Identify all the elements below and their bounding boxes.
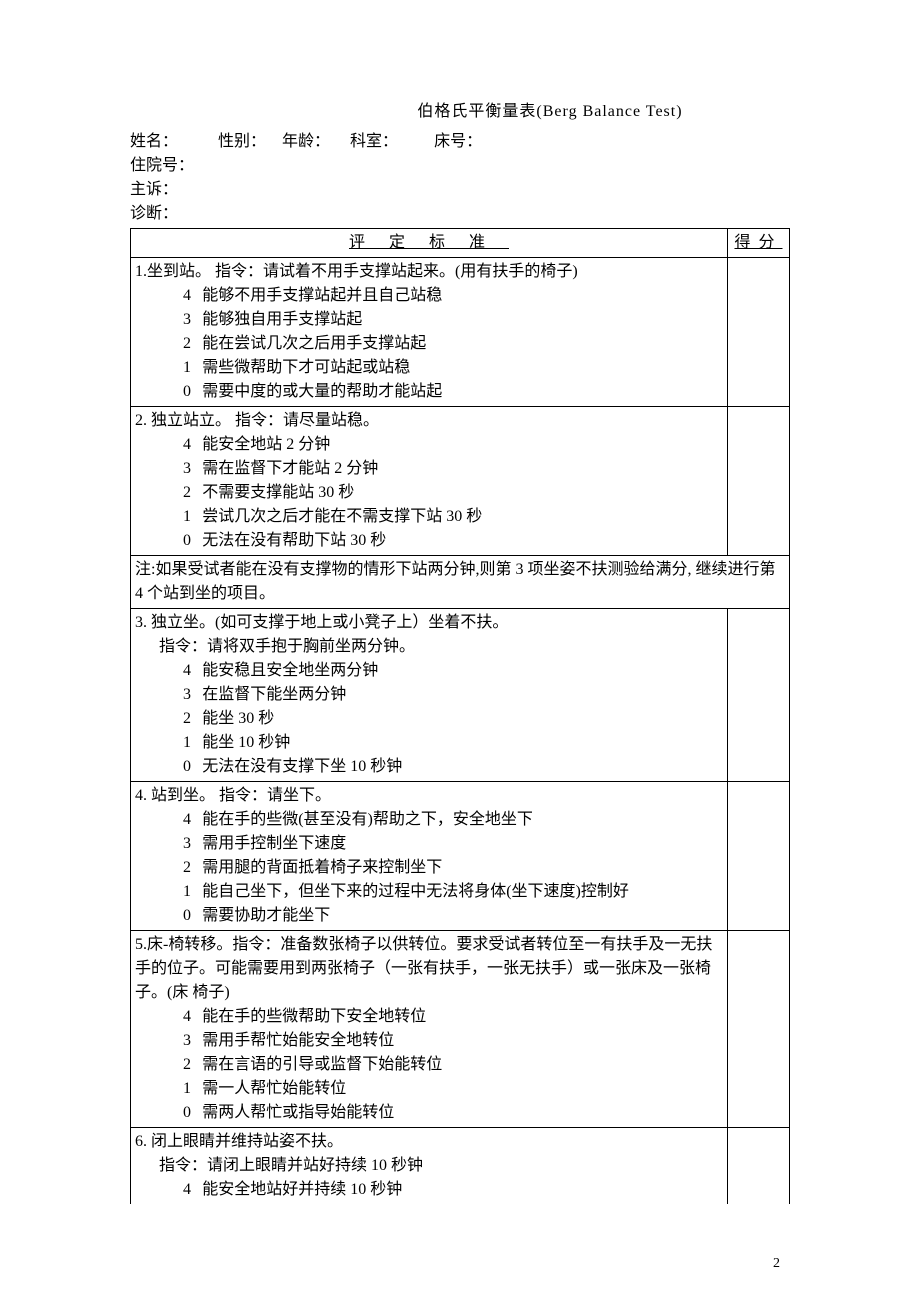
score-cell[interactable] <box>728 407 790 556</box>
score-cell[interactable] <box>728 1128 790 1205</box>
admission-label: 住院号： <box>130 154 790 178</box>
diagnosis-label: 诊断： <box>130 202 790 226</box>
age-label: 年龄： <box>282 130 350 154</box>
score-cell[interactable] <box>728 258 790 407</box>
document-title: 伯格氏平衡量表(Berg Balance Test) <box>310 100 790 124</box>
table-row: 1.坐到站。 指令：请试着不用手支撑站起来。(用有扶手的椅子) 4能够不用手支撑… <box>131 258 790 407</box>
dept-label: 科室： <box>350 130 434 154</box>
criteria-cell: 5.床-椅转移。指令：准备数张椅子以供转位。要求受试者转位至一有扶手及一无扶手的… <box>131 931 728 1128</box>
page-number: 2 <box>773 1253 780 1274</box>
table-row: 2. 独立站立。 指令：请尽量站稳。 4能安全地站 2 分钟 3需在监督下才能站… <box>131 407 790 556</box>
header-fields: 姓名： 性别： 年龄： 科室： 床号： 住院号： 主诉： 诊断： <box>130 130 790 226</box>
chief-complaint-label: 主诉： <box>130 178 790 202</box>
note-row: 注:如果受试者能在没有支撑物的情形下站两分钟,则第 3 项坐姿不扶测验给满分, … <box>131 556 790 609</box>
table-row: 3. 独立坐。(如可支撑于地上或小凳子上）坐着不扶。 指令：请将双手抱于胸前坐两… <box>131 609 790 782</box>
criteria-cell: 3. 独立坐。(如可支撑于地上或小凳子上）坐着不扶。 指令：请将双手抱于胸前坐两… <box>131 609 728 782</box>
criteria-cell: 4. 站到坐。 指令：请坐下。 4能在手的些微(甚至没有)帮助之下，安全地坐下 … <box>131 782 728 931</box>
name-label: 姓名： <box>130 130 218 154</box>
table-row: 6. 闭上眼睛并维持站姿不扶。 指令：请闭上眼睛并站好持续 10 秒钟 4能安全… <box>131 1128 790 1205</box>
score-header: 得分 <box>728 229 790 258</box>
bed-label: 床号： <box>434 130 482 154</box>
score-cell[interactable] <box>728 609 790 782</box>
page: 伯格氏平衡量表(Berg Balance Test) 姓名： 性别： 年龄： 科… <box>0 0 920 1302</box>
score-cell[interactable] <box>728 782 790 931</box>
table-row: 5.床-椅转移。指令：准备数张椅子以供转位。要求受试者转位至一有扶手及一无扶手的… <box>131 931 790 1128</box>
criteria-cell: 6. 闭上眼睛并维持站姿不扶。 指令：请闭上眼睛并站好持续 10 秒钟 4能安全… <box>131 1128 728 1205</box>
criteria-cell: 2. 独立站立。 指令：请尽量站稳。 4能安全地站 2 分钟 3需在监督下才能站… <box>131 407 728 556</box>
criteria-cell: 1.坐到站。 指令：请试着不用手支撑站起来。(用有扶手的椅子) 4能够不用手支撑… <box>131 258 728 407</box>
sex-label: 性别： <box>218 130 282 154</box>
assessment-table: 评定标准 得分 1.坐到站。 指令：请试着不用手支撑站起来。(用有扶手的椅子) … <box>130 228 790 1204</box>
note-cell: 注:如果受试者能在没有支撑物的情形下站两分钟,则第 3 项坐姿不扶测验给满分, … <box>131 556 790 609</box>
criteria-header: 评定标准 <box>131 229 728 258</box>
table-row: 4. 站到坐。 指令：请坐下。 4能在手的些微(甚至没有)帮助之下，安全地坐下 … <box>131 782 790 931</box>
score-cell[interactable] <box>728 931 790 1128</box>
